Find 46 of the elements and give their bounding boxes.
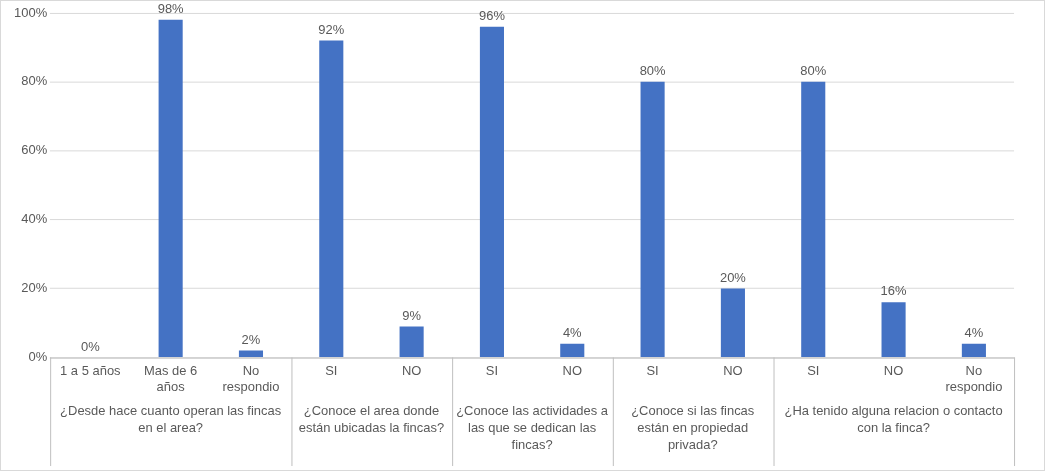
x-tick-label: SI [646,363,659,379]
x-tick-label: SI [485,363,499,379]
y-tick-label: 100% [14,4,48,20]
x-tick-label: NO [723,363,743,379]
x-tick-label: SI [807,363,820,379]
data-label: 96% [478,7,506,23]
x-tick-label: Mas de 6 años [144,363,198,395]
y-tick-label: 0% [28,349,48,365]
text: ¿Conoce si las fincas están en propiedad privada? [631,403,755,453]
data-label: 20% [719,269,747,285]
x-tick-label: No respondio [222,363,280,395]
data-label: 80% [639,62,667,78]
data-label: 4% [964,324,984,340]
text: ¿Conoce las actividades a las que se dedican las fincas? [456,403,609,453]
bar [319,40,344,357]
text: ¿Ha tenido alguna relacion o contacto con la finca? [784,403,1003,436]
bar [640,81,665,357]
text: ¿Conoce el area donde están ubicadas la fincas? [298,403,445,436]
bar [801,81,826,357]
bar [881,302,906,357]
data-label: 0% [80,338,101,354]
y-tick-label: 80% [21,73,48,89]
y-tick-label: 40% [21,211,48,227]
bar [238,350,264,357]
data-label: 16% [880,283,908,299]
bar [560,343,585,357]
x-tick-label: NO [562,363,582,379]
bar [961,343,986,357]
x-tick-label: NO [401,363,422,379]
data-label: 2% [241,331,261,347]
data-label: 92% [318,21,345,37]
y-tick-label: 60% [21,142,48,158]
data-label: 4% [562,324,583,340]
bar [158,19,183,357]
text: ¿Desde hace cuanto operan las fincas en el area? [60,403,282,436]
x-tick-label: SI [325,363,338,379]
x-tick-label: 1 a 5 años [60,363,121,379]
bar [720,288,745,357]
data-label: 9% [402,307,422,323]
y-tick-label: 20% [21,280,48,296]
data-label: 98% [157,0,185,16]
bar [399,326,424,357]
data-label: 80% [800,62,827,78]
x-tick-label: NO [883,363,904,379]
x-tick-label: No respondio [945,363,1003,395]
bar [479,26,504,357]
